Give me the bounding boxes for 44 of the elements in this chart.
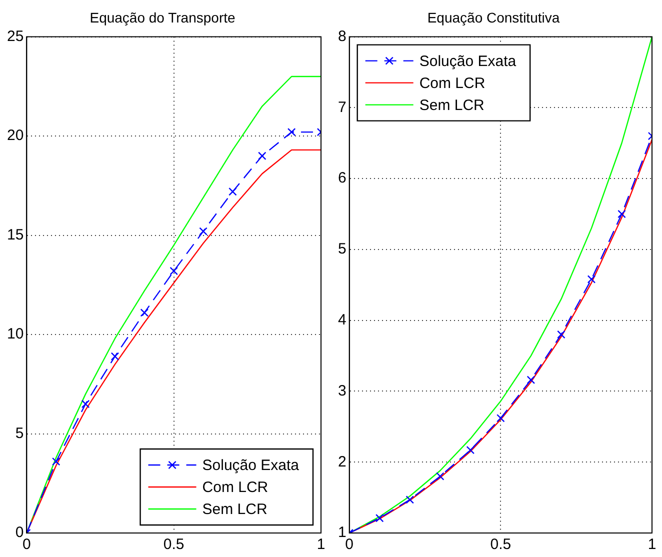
legend-label: Com LCR <box>202 479 268 496</box>
y-tick-label: 6 <box>338 170 346 187</box>
point <box>287 128 296 136</box>
point <box>140 308 149 317</box>
point <box>557 330 566 339</box>
point <box>526 376 536 384</box>
x-tick-label: 0.5 <box>163 536 184 554</box>
y-tick-label: 7 <box>338 98 346 116</box>
chart-title: Equação Constitutiva <box>427 9 560 26</box>
legend-label: Solução Exata <box>419 52 517 70</box>
point <box>199 227 208 236</box>
x-tick-label: 1 <box>648 536 656 554</box>
point <box>618 210 626 218</box>
point <box>375 514 384 522</box>
point <box>81 400 90 408</box>
point <box>110 352 120 360</box>
chart-title: Equação do Transporte <box>90 9 236 26</box>
y-tick-label: 10 <box>6 326 24 343</box>
legend-label: Solução Exata <box>202 457 300 474</box>
point <box>436 472 444 480</box>
y-tick-label: 3 <box>338 382 346 400</box>
legend-label: Com LCR <box>419 74 486 92</box>
y-tick-label: 8 <box>338 28 346 45</box>
point <box>52 457 60 466</box>
point <box>170 266 178 276</box>
y-tick-label: 5 <box>15 424 24 442</box>
point <box>258 152 266 160</box>
x-tick-label: 1 <box>316 536 326 554</box>
y-tick-label: 1 <box>338 524 346 542</box>
y-tick-label: 25 <box>6 28 24 45</box>
y-tick-label: 0 <box>15 524 24 542</box>
point <box>496 414 505 422</box>
y-tick-label: 15 <box>6 226 24 244</box>
y-tick-label: 2 <box>338 453 346 470</box>
legend-label: Sem LCR <box>202 501 268 518</box>
y-tick-label: 4 <box>338 311 346 328</box>
x-tick-label: 0.5 <box>490 536 512 554</box>
point <box>466 446 475 454</box>
point <box>406 496 414 504</box>
y-tick-label: 5 <box>338 240 346 258</box>
point <box>228 187 237 196</box>
y-tick-label: 20 <box>6 127 24 144</box>
point <box>587 275 596 284</box>
legend-label: Sem LCR <box>419 96 485 114</box>
